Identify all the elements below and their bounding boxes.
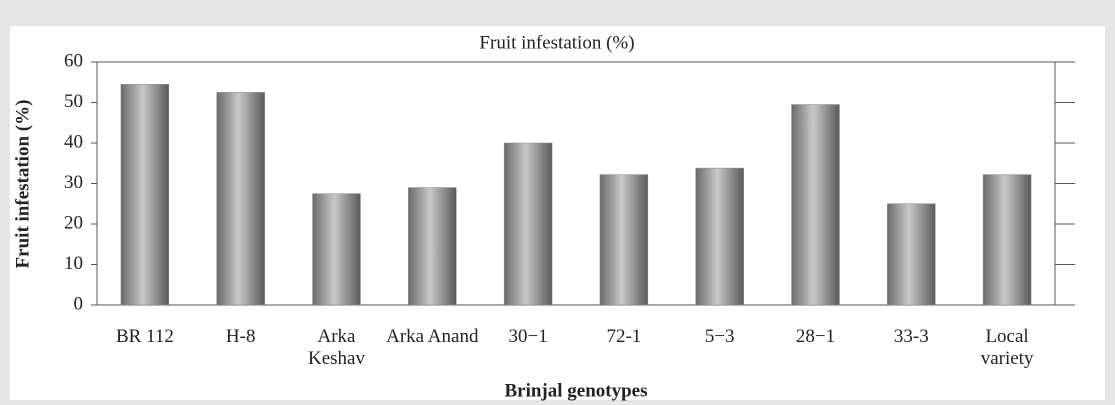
x-tick-label: H-8: [225, 326, 256, 347]
y-tick-label: 20: [64, 212, 83, 233]
x-tick-label: 33-3: [893, 326, 929, 347]
x-tick-label: 30−1: [508, 326, 548, 347]
bar: [120, 84, 170, 306]
bar: [408, 187, 457, 306]
x-tick-label: Arka Anand: [386, 326, 479, 347]
y-tick-label: 30: [64, 172, 83, 193]
y-tick-label: 0: [74, 293, 84, 314]
y-tick-label: 40: [64, 131, 83, 152]
x-tick-label: Arka Keshav: [308, 326, 365, 369]
bar: [216, 92, 265, 306]
x-tick-label: Local variety: [980, 326, 1034, 369]
y-axis-label: Fruit infestation (%): [12, 100, 33, 269]
bar: [312, 193, 361, 306]
bar: [695, 167, 744, 306]
y-tick-label: 60: [64, 50, 83, 71]
bar: [887, 203, 936, 306]
bar: [503, 142, 553, 306]
y-tick-label: 50: [64, 91, 83, 112]
bar: [599, 174, 649, 306]
bar: [982, 174, 1032, 306]
bar: [791, 104, 840, 306]
y-tick-label: 10: [64, 253, 83, 274]
x-tick-label: 72-1: [606, 326, 642, 347]
x-tick-label: 28−1: [795, 326, 836, 347]
x-tick-label: 5−3: [704, 326, 735, 347]
chart-title: Fruit infestation (%): [479, 32, 634, 53]
x-axis-label: Brinjal genotypes: [504, 380, 647, 401]
x-tick-label: BR 112: [115, 326, 174, 347]
